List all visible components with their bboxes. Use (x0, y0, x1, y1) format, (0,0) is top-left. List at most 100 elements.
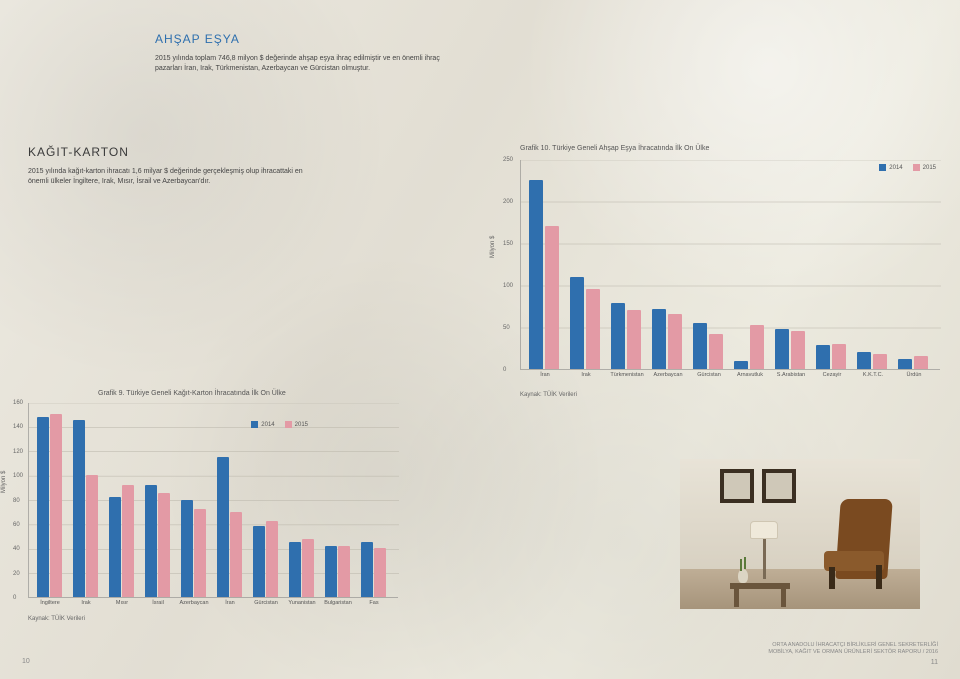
chart9-legend: 2014 2015 (251, 421, 308, 428)
x-label: Yunanistan (288, 600, 315, 606)
x-label: Fas (369, 600, 378, 606)
chart10-source: Kaynak: TÜİK Verileri (520, 392, 940, 398)
bar-2015 (832, 344, 846, 369)
page-right: Grafik 10. Türkiye Geneli Ahşap Eşya İhr… (480, 0, 960, 679)
chart9-legend-2014: 2014 (261, 422, 274, 428)
page-number-left: 10 (22, 658, 30, 665)
bar-2015 (230, 512, 242, 597)
ytick: 120 (13, 449, 23, 455)
x-label: İran (540, 372, 549, 378)
bar-2014 (898, 359, 912, 369)
bar-2014 (289, 542, 301, 597)
x-label: İngiltere (40, 600, 60, 606)
ytick: 50 (503, 325, 510, 331)
x-label: Türkmenistan (610, 372, 643, 378)
chart9-title: Grafik 9. Türkiye Geneli Kağıt-Karton İh… (98, 390, 398, 397)
footer-report: MOBİLYA, KAĞIT VE ORMAN ÜRÜNLERİ SEKTÖR … (768, 649, 938, 656)
bar-2014 (253, 526, 265, 597)
ytick: 0 (13, 595, 16, 601)
chart10-ylabel: Milyon $ (490, 235, 496, 257)
bar-2015 (86, 475, 98, 597)
ytick: 0 (503, 367, 506, 373)
bar-2014 (361, 542, 373, 597)
bar-2015 (545, 226, 559, 369)
footer-org: ORTA ANADOLU İHRACATÇI BİRLİKLERİ GENEL … (768, 642, 938, 649)
bar-2015 (374, 548, 386, 597)
bar-2014 (145, 485, 157, 597)
chart9: Grafik 9. Türkiye Geneli Kağıt-Karton İh… (28, 390, 398, 622)
section-ahsap: AHŞAP EŞYA 2015 yılında toplam 746,8 mil… (155, 32, 455, 74)
chart9-plot: Milyon $ 020406080100120140160 2014 2015… (28, 403, 398, 598)
bar-2015 (50, 414, 62, 597)
bar-2014 (73, 420, 85, 597)
page-number-right: 11 (768, 658, 938, 667)
chart10: Grafik 10. Türkiye Geneli Ahşap Eşya İhr… (520, 145, 940, 398)
chart9-ylabel: Milyon $ (1, 471, 7, 493)
x-label: İran (225, 600, 234, 606)
bar-2015 (791, 331, 805, 369)
bar-2014 (325, 546, 337, 597)
bar-2014 (816, 345, 830, 369)
x-label: K.K.T.C. (863, 372, 883, 378)
bar-2015 (627, 310, 641, 369)
ytick: 100 (13, 473, 23, 479)
x-label: Cezayir (823, 372, 842, 378)
x-label: Gürcistan (697, 372, 721, 378)
footer-right: ORTA ANADOLU İHRACATÇI BİRLİKLERİ GENEL … (768, 642, 938, 667)
x-label: Arnavutluk (737, 372, 763, 378)
bar-2015 (338, 546, 350, 597)
x-label: Mısır (116, 600, 128, 606)
bar-2014 (37, 417, 49, 597)
bar-2014 (775, 329, 789, 369)
chart10-legend-2014: 2014 (889, 165, 902, 171)
ytick: 40 (13, 546, 20, 552)
ahsap-body: 2015 yılında toplam 746,8 milyon $ değer… (155, 54, 455, 74)
kagit-body: 2015 yılında kağıt-karton ihracatı 1,6 m… (28, 167, 308, 187)
x-label: Irak (581, 372, 590, 378)
bar-2014 (217, 457, 229, 597)
x-label: Azerbaycan (653, 372, 682, 378)
ytick: 250 (503, 157, 513, 163)
x-label: İsrail (152, 600, 164, 606)
chart9-legend-2015: 2015 (295, 422, 308, 428)
bar-2014 (529, 180, 543, 369)
bar-2015 (158, 493, 170, 597)
ytick: 100 (503, 283, 513, 289)
chart10-plot: Milyon $ 050100150200250 2014 2015 İranI… (520, 160, 940, 370)
ytick: 150 (503, 241, 513, 247)
bar-2014 (652, 309, 666, 369)
interior-photo (700, 459, 900, 609)
bar-2015 (914, 356, 928, 369)
bar-2015 (266, 521, 278, 597)
ytick: 140 (13, 424, 23, 430)
section-kagit: KAĞIT-KARTON 2015 yılında kağıt-karton i… (28, 145, 308, 187)
bar-2015 (750, 325, 764, 369)
bar-2014 (570, 277, 584, 369)
ytick: 160 (13, 400, 23, 406)
x-label: Ürdün (907, 372, 922, 378)
kagit-title: KAĞIT-KARTON (28, 145, 308, 159)
bar-2014 (857, 352, 871, 369)
x-label: Bulgaristan (324, 600, 352, 606)
chart10-legend-2015: 2015 (923, 165, 936, 171)
bar-2015 (873, 354, 887, 369)
x-label: Azerbaycan (179, 600, 208, 606)
bar-2015 (302, 539, 314, 598)
ytick: 80 (13, 498, 20, 504)
bar-2015 (668, 314, 682, 369)
chart9-source: Kaynak: TÜİK Verileri (28, 616, 398, 622)
bar-2014 (734, 361, 748, 369)
bar-2014 (693, 323, 707, 369)
x-label: S.Arabistan (777, 372, 805, 378)
ahsap-title: AHŞAP EŞYA (155, 32, 455, 46)
bar-2014 (611, 303, 625, 369)
bar-2014 (109, 497, 121, 597)
x-label: Irak (81, 600, 90, 606)
page-left: AHŞAP EŞYA 2015 yılında toplam 746,8 mil… (0, 0, 480, 679)
ytick: 20 (13, 571, 20, 577)
bar-2014 (181, 500, 193, 598)
ytick: 200 (503, 199, 513, 205)
chart10-title: Grafik 10. Türkiye Geneli Ahşap Eşya İhr… (520, 145, 940, 152)
bar-2015 (194, 509, 206, 597)
bar-2015 (586, 289, 600, 369)
